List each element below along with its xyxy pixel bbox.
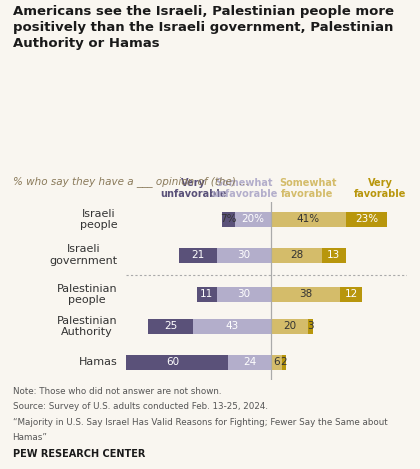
Bar	[271, 287, 340, 302]
Text: 6: 6	[273, 357, 280, 367]
Text: 12: 12	[344, 289, 358, 299]
Text: 20%: 20%	[241, 214, 265, 225]
Text: Very
unfavorable: Very unfavorable	[160, 178, 226, 199]
Text: Israeli
government: Israeli government	[50, 244, 118, 266]
Bar	[193, 319, 271, 334]
Bar	[148, 319, 193, 334]
Text: PEW RESEARCH CENTER: PEW RESEARCH CENTER	[13, 449, 145, 459]
Text: 25: 25	[164, 321, 177, 332]
Text: 3: 3	[307, 321, 314, 332]
Bar	[119, 355, 228, 370]
Bar	[346, 212, 387, 227]
Text: 7%: 7%	[220, 214, 237, 225]
Bar	[222, 212, 235, 227]
Text: “Majority in U.S. Say Israel Has Valid Reasons for Fighting; Fewer Say the Same : “Majority in U.S. Say Israel Has Valid R…	[13, 418, 387, 427]
Bar	[307, 319, 313, 334]
Text: Source: Survey of U.S. adults conducted Feb. 13-25, 2024.: Source: Survey of U.S. adults conducted …	[13, 402, 268, 411]
Bar	[217, 287, 271, 302]
Text: 38: 38	[299, 289, 312, 299]
Text: 21: 21	[191, 250, 205, 260]
Text: % who say they have a ___ opinion of (the) ...: % who say they have a ___ opinion of (th…	[13, 176, 249, 187]
Text: 13: 13	[327, 250, 341, 260]
Text: Americans see the Israeli, Palestinian people more
positively than the Israeli g: Americans see the Israeli, Palestinian p…	[13, 5, 394, 50]
Text: 43: 43	[226, 321, 239, 332]
Text: 24: 24	[243, 357, 256, 367]
Bar	[271, 248, 322, 263]
Text: Note: Those who did not answer are not shown.: Note: Those who did not answer are not s…	[13, 387, 221, 396]
Bar	[228, 355, 271, 370]
Bar	[235, 212, 271, 227]
Bar	[217, 248, 271, 263]
Text: Israeli
people: Israeli people	[80, 209, 118, 230]
Text: Hamas”: Hamas”	[13, 433, 47, 442]
Text: 60: 60	[167, 357, 180, 367]
Bar	[282, 355, 286, 370]
Bar	[271, 319, 307, 334]
Bar	[178, 248, 217, 263]
Bar	[197, 287, 217, 302]
Text: 30: 30	[237, 250, 251, 260]
Text: Somewhat
favorable: Somewhat favorable	[279, 178, 336, 199]
Text: 11: 11	[200, 289, 213, 299]
Bar	[340, 287, 362, 302]
Text: Hamas: Hamas	[79, 357, 118, 367]
Bar	[322, 248, 346, 263]
Bar	[271, 212, 346, 227]
Bar	[271, 355, 282, 370]
Text: Somewhat
unfavorable: Somewhat unfavorable	[211, 178, 277, 199]
Text: 30: 30	[237, 289, 251, 299]
Text: 2: 2	[281, 357, 287, 367]
Text: 23%: 23%	[355, 214, 378, 225]
Text: 20: 20	[283, 321, 296, 332]
Text: 28: 28	[290, 250, 303, 260]
Text: Very
favorable: Very favorable	[354, 178, 407, 199]
Text: 41%: 41%	[297, 214, 320, 225]
Text: Palestinian
people: Palestinian people	[57, 284, 118, 305]
Text: Palestinian
Authority: Palestinian Authority	[57, 316, 118, 337]
